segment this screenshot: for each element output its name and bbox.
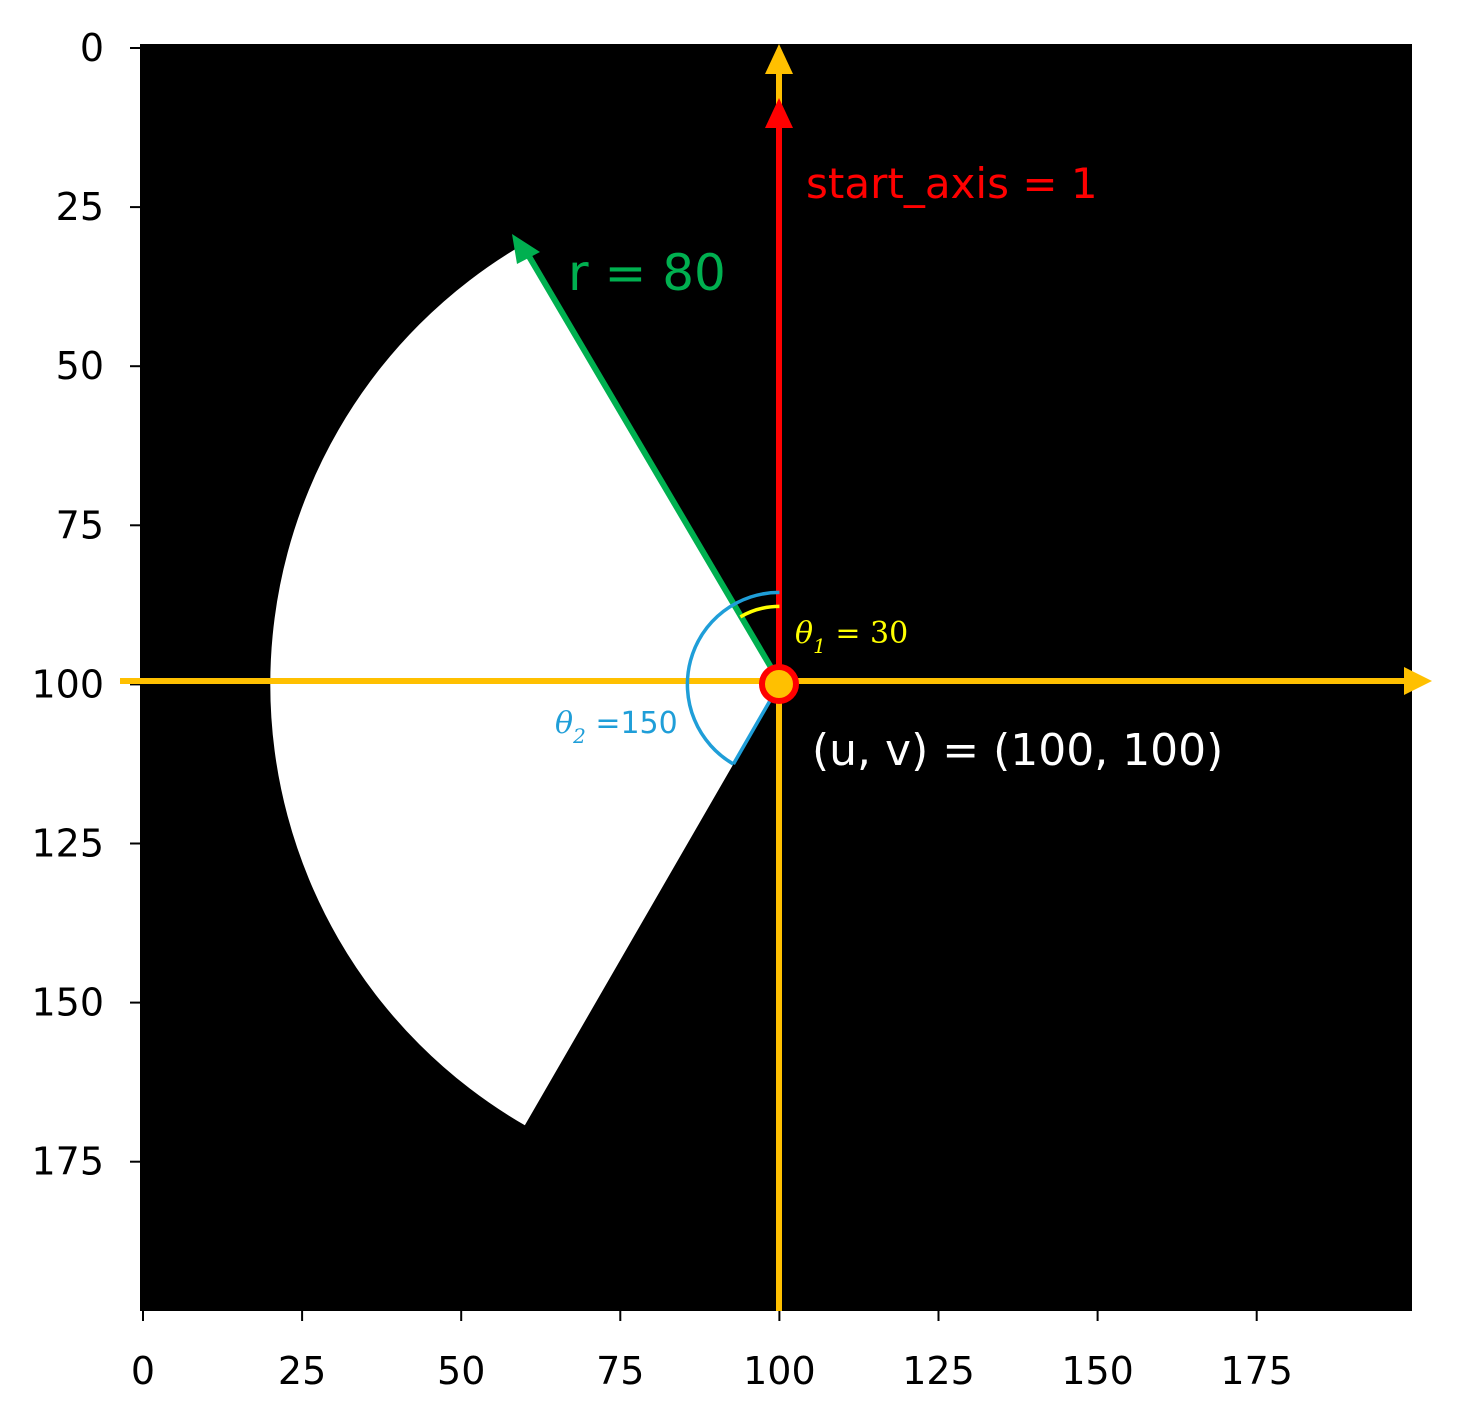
theta1-arc [739, 604, 780, 619]
radius-arrow [524, 251, 782, 683]
x-tick-label: 150 [1061, 1349, 1134, 1393]
x-tick-label: 125 [902, 1349, 975, 1393]
vertical-axis-arrowhead [765, 44, 793, 74]
y-tick-label: 0 [80, 26, 104, 70]
start-axis-arrowhead [765, 98, 793, 128]
y-tick-label: 150 [31, 981, 104, 1025]
y-axis-ticks: 0 25 50 75 100 125 150 175 [31, 26, 140, 1184]
x-tick-label: 0 [131, 1349, 155, 1393]
theta2-arc [685, 590, 780, 766]
theta1-subscript: 1 [813, 634, 826, 658]
theta2-symbol: θ [555, 706, 573, 741]
x-tick-label: 100 [743, 1349, 816, 1393]
theta1-symbol: θ [795, 616, 813, 651]
start-axis-label: start_axis = 1 [806, 159, 1098, 208]
y-tick-label: 100 [31, 662, 104, 706]
x-tick-label: 75 [596, 1349, 644, 1393]
horizontal-axis-arrowhead [1404, 667, 1432, 695]
y-tick-label: 25 [56, 185, 104, 229]
y-tick-label: 50 [56, 344, 104, 388]
radius-label: r = 80 [568, 244, 726, 302]
theta1-label: θ1 = 30 [795, 616, 908, 658]
x-tick-label: 25 [278, 1349, 326, 1393]
y-tick-label: 125 [31, 822, 104, 866]
y-tick-label: 75 [56, 503, 104, 547]
x-tick-label: 50 [437, 1349, 485, 1393]
x-tick-label: 175 [1220, 1349, 1293, 1393]
theta2-subscript: 2 [572, 724, 586, 748]
theta1-value: = 30 [826, 616, 908, 651]
radius-arrowhead [512, 234, 540, 264]
theta2-value: =150 [586, 706, 678, 741]
center-marker [759, 664, 799, 704]
theta2-label: θ2 =150 [555, 706, 678, 748]
center-label: (u, v) = (100, 100) [812, 725, 1223, 776]
x-axis-ticks: 0 25 50 75 100 125 150 175 [131, 1311, 1293, 1393]
y-tick-label: 175 [31, 1140, 104, 1184]
